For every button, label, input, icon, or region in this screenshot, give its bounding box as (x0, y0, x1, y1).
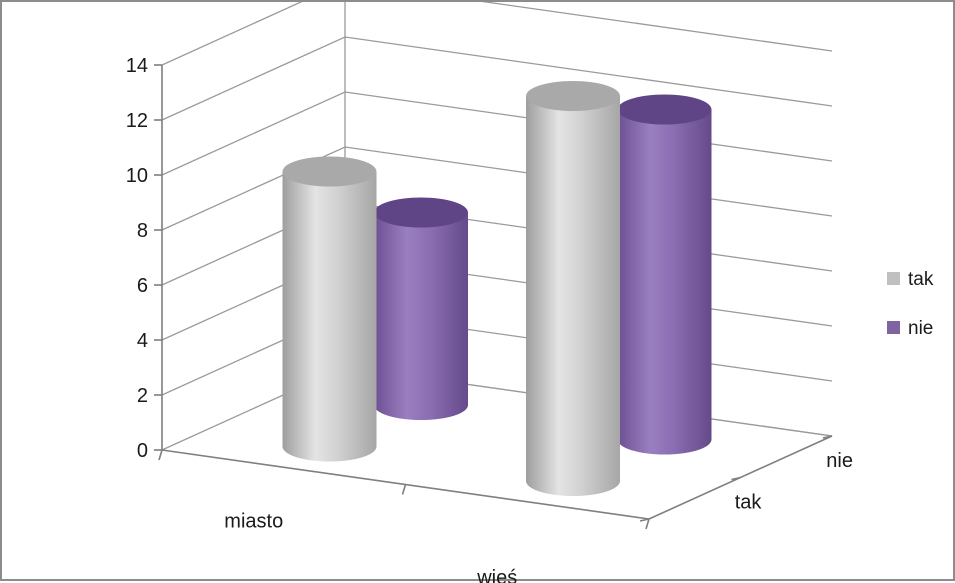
y-tick-label: 0 (137, 440, 148, 462)
bar-body (374, 212, 468, 420)
bar-top (526, 81, 620, 111)
legend-swatch-nie (887, 321, 900, 334)
bar-body (617, 109, 712, 455)
bars (282, 81, 712, 496)
bar-body (526, 96, 620, 496)
depth-labels: tak nie (735, 450, 853, 514)
y-tick-label: 2 (137, 385, 148, 407)
gridline (161, 201, 833, 286)
y-tick-labels: 0 2 4 6 8 10 12 14 (126, 55, 148, 462)
x-tick-mark (645, 518, 650, 530)
y-tick-label: 4 (137, 330, 148, 352)
z-tick-mark (731, 476, 741, 481)
bar-miasto-tak (282, 156, 377, 462)
legend-label-tak: tak (908, 269, 934, 290)
x-tick-mark (158, 449, 163, 461)
bar-body (282, 171, 377, 462)
legend: tak nie (887, 269, 934, 339)
x-tick-mark (401, 484, 407, 495)
y-tick-label: 10 (126, 165, 148, 187)
bar-top (374, 197, 468, 228)
z-tick-mark (822, 435, 833, 439)
legend-label-nie: nie (908, 318, 933, 339)
gridline (161, 256, 833, 341)
gridline (161, 366, 833, 451)
bar-top (617, 94, 712, 125)
category-label: wieś (476, 567, 517, 583)
y-tick-label: 8 (137, 220, 148, 242)
category-labels: miasto wieś (224, 510, 517, 583)
z-tick-mark (639, 518, 650, 522)
bar-top (282, 156, 377, 187)
bar-miasto-nie (374, 197, 468, 420)
gridline (161, 2, 833, 66)
gridline (161, 146, 833, 231)
depth-label: tak (735, 491, 763, 513)
gridlines (161, 2, 833, 451)
gridline (161, 91, 833, 176)
gridline (161, 36, 833, 121)
y-tick-label: 12 (126, 110, 148, 132)
legend-swatch-tak (887, 272, 900, 285)
category-label: miasto (224, 510, 283, 532)
bar-wieś-tak (526, 81, 620, 496)
y-tick-label: 6 (137, 275, 148, 297)
gridline (161, 311, 833, 396)
y-tick-label: 14 (126, 55, 148, 77)
bar-wieś-nie (617, 94, 712, 455)
depth-label: nie (826, 450, 853, 472)
